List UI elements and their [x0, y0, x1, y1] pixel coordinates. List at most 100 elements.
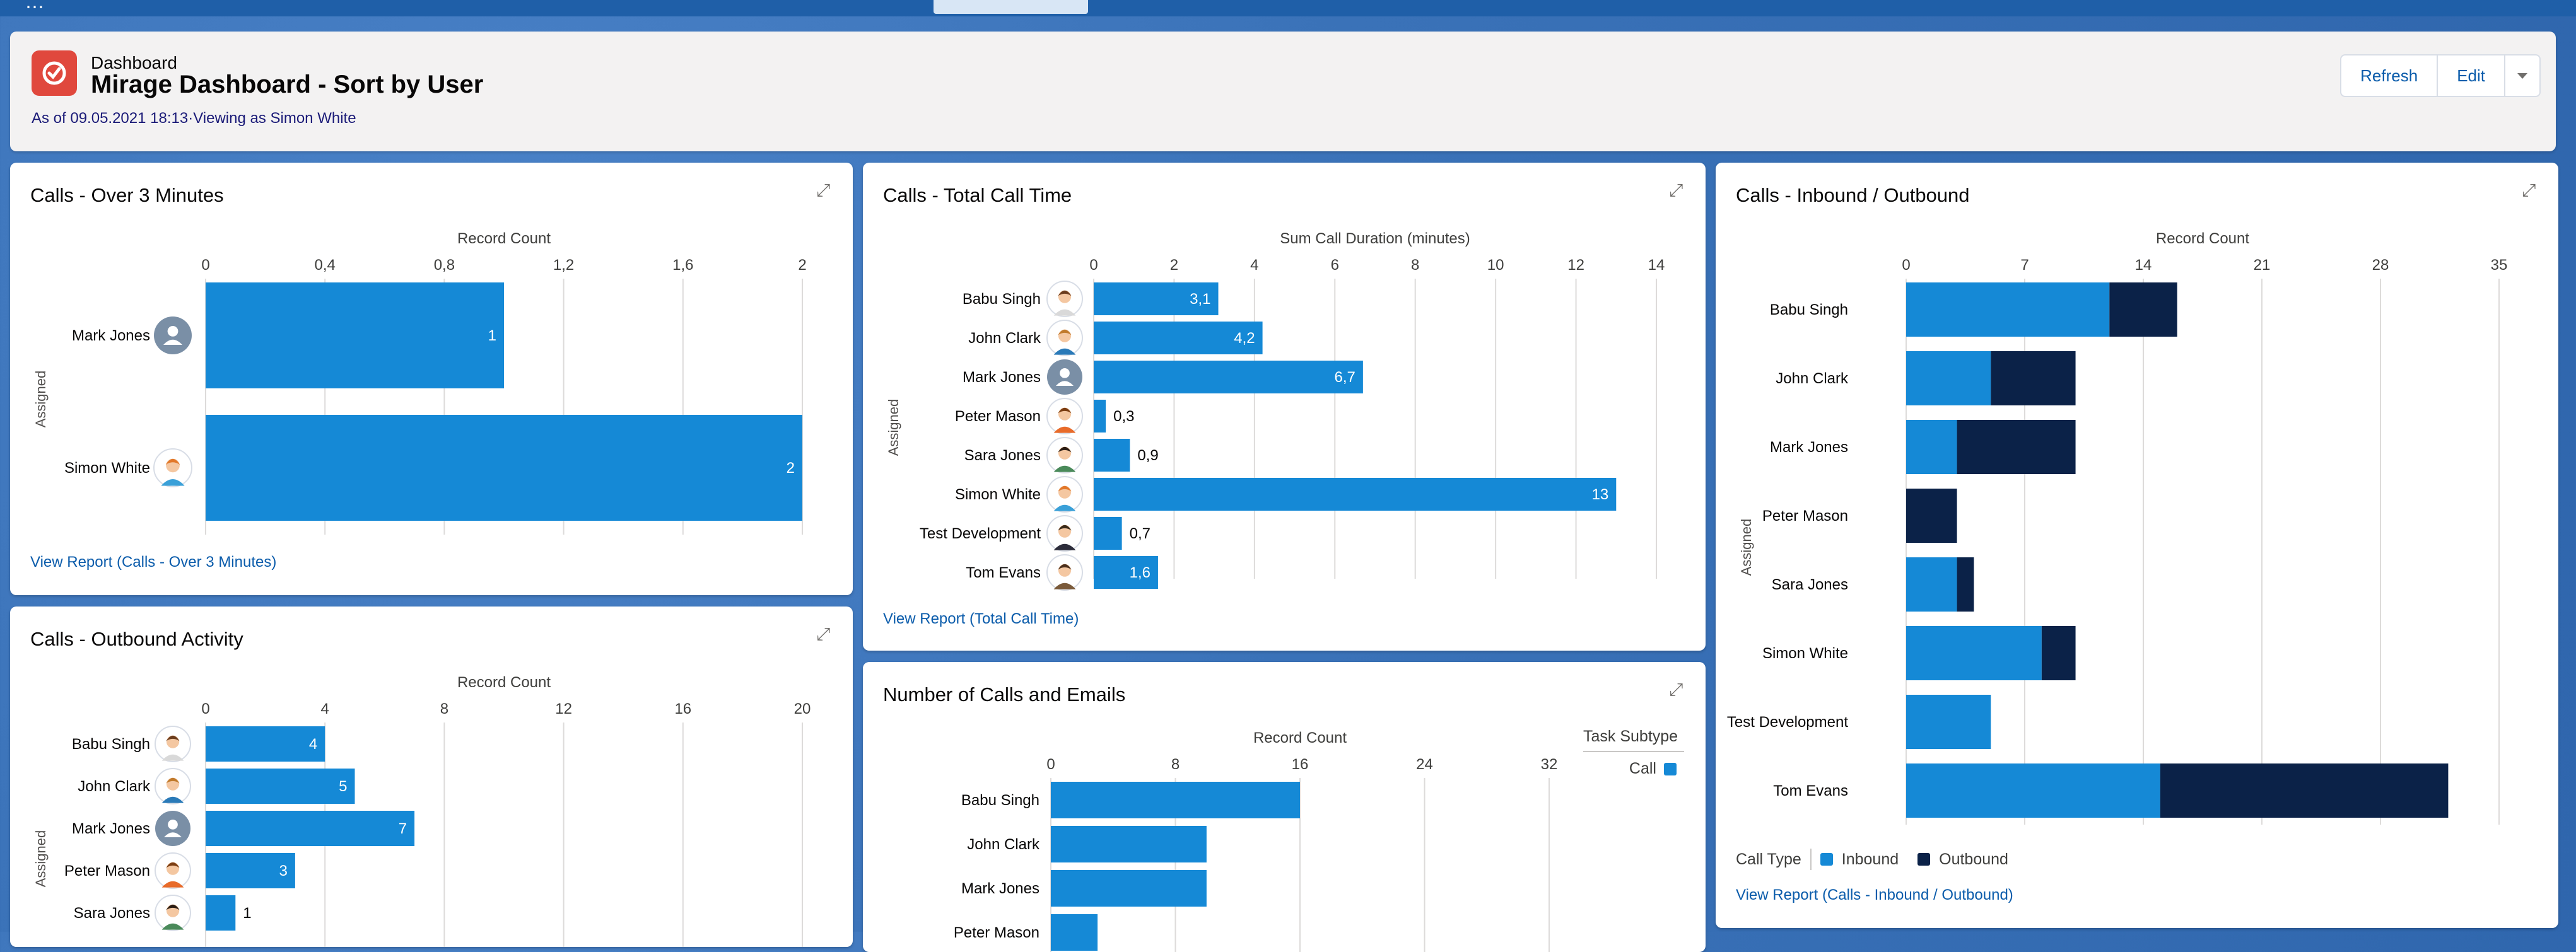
bar[interactable]: [1094, 556, 1158, 589]
bar-outbound[interactable]: [1957, 420, 2076, 474]
tick-label: 24: [1416, 756, 1433, 773]
tick-label: 8: [1411, 257, 1419, 274]
category-label: Tom Evans: [966, 564, 1041, 581]
tick-label: 20: [794, 700, 811, 717]
expand-icon[interactable]: ⤢: [1669, 680, 1683, 699]
header-subtitle: As of 09.05.2021 18:13·Viewing as Simon …: [32, 110, 356, 127]
refresh-button[interactable]: Refresh: [2341, 55, 2438, 96]
avatar-body: [1053, 309, 1076, 316]
view-report-link[interactable]: View Report (Total Call Time): [883, 610, 1079, 627]
expand-icon[interactable]: ⤢: [816, 180, 831, 200]
bar[interactable]: [206, 415, 802, 521]
tick-label: 12: [555, 700, 572, 717]
edit-button[interactable]: Edit: [2438, 55, 2505, 96]
header-actions: Refresh Edit: [2340, 54, 2541, 97]
bar[interactable]: [1094, 322, 1263, 354]
tick-label: 0: [201, 700, 209, 717]
card-title: Calls - Outbound Activity: [30, 628, 243, 650]
app-launcher-icon[interactable]: ⋯: [25, 0, 47, 18]
data-label: 0,7: [1130, 525, 1150, 542]
category-label: Mark Jones: [1770, 439, 1848, 456]
bar-outbound[interactable]: [2109, 282, 2177, 337]
bar-inbound[interactable]: [1906, 763, 2160, 818]
data-label: 6,7: [1335, 369, 1355, 386]
avatar: [155, 852, 191, 889]
avatar-hair: [1058, 485, 1072, 492]
avatar-body: [161, 479, 185, 486]
bar[interactable]: [1094, 361, 1363, 393]
bar[interactable]: [1051, 914, 1098, 951]
bar[interactable]: [1051, 870, 1207, 907]
bar-outbound[interactable]: [1991, 351, 2076, 405]
bar-outbound[interactable]: [1906, 489, 1957, 543]
expand-icon[interactable]: ⤢: [2522, 180, 2536, 200]
tick-label: 16: [1292, 756, 1309, 773]
category-label: Babu Singh: [72, 736, 150, 753]
bar[interactable]: [1094, 478, 1617, 511]
legend-title: Call Type: [1736, 850, 1801, 868]
legend-title: Task Subtype: [1583, 728, 1684, 752]
data-label: 1,6: [1130, 564, 1150, 581]
avatar-body: [161, 881, 184, 888]
bar[interactable]: [1051, 782, 1300, 818]
more-actions-button[interactable]: [2505, 55, 2539, 96]
bar-outbound[interactable]: [2160, 763, 2449, 818]
bar[interactable]: [206, 895, 236, 931]
category-label: Mark Jones: [72, 820, 150, 837]
page-title: Mirage Dashboard - Sort by User: [91, 71, 484, 98]
view-report-link[interactable]: View Report (Calls - Over 3 Minutes): [30, 554, 277, 571]
bar[interactable]: [206, 853, 295, 888]
data-label: 0,3: [1113, 408, 1134, 425]
bar[interactable]: [1094, 439, 1130, 472]
avatar: [155, 768, 191, 804]
bar-inbound[interactable]: [1906, 695, 1991, 749]
avatar-hair: [166, 777, 180, 784]
expand-icon[interactable]: ⤢: [816, 624, 831, 644]
bar-inbound[interactable]: [1906, 282, 2110, 337]
bar-outbound[interactable]: [1957, 557, 1974, 612]
tick-label: 28: [2372, 257, 2389, 274]
view-report-link[interactable]: View Report (Calls - Inbound / Outbound): [1736, 886, 2013, 903]
bar[interactable]: [1094, 400, 1106, 432]
card-total-call-time: Calls - Total Call Time ⤢ Sum Call Durat…: [863, 163, 1706, 651]
bar[interactable]: [1051, 826, 1207, 862]
avatar-body: [1053, 465, 1076, 472]
bar-outbound[interactable]: [2041, 626, 2076, 680]
avatar-head: [1060, 368, 1070, 378]
tick-label: 7: [2020, 257, 2029, 274]
axis-title-y: Assigned: [886, 399, 901, 456]
bar[interactable]: [1094, 282, 1219, 315]
bar[interactable]: [206, 726, 325, 762]
axis-title-y: Assigned: [1738, 519, 1754, 576]
bar-inbound[interactable]: [1906, 557, 1957, 612]
bar[interactable]: [206, 282, 504, 388]
axis-title-y: Assigned: [33, 830, 49, 888]
avatar-body: [1053, 504, 1076, 511]
avatar: [153, 448, 192, 487]
legend-label-outbound[interactable]: Outbound: [1939, 850, 2008, 868]
avatar-body: [161, 754, 184, 761]
bar-inbound[interactable]: [1906, 351, 1991, 405]
legend-label-inbound[interactable]: Inbound: [1841, 850, 1899, 868]
bar[interactable]: [1094, 517, 1122, 550]
tick-label: 14: [2135, 257, 2152, 274]
expand-icon[interactable]: ⤢: [1669, 180, 1683, 200]
avatar: [1046, 320, 1083, 356]
axis-title-x: Sum Call Duration (minutes): [1280, 230, 1470, 247]
category-label: John Clark: [967, 836, 1040, 853]
bar[interactable]: [206, 769, 355, 804]
active-tab-indicator[interactable]: [934, 0, 1088, 14]
avatar-body: [1053, 583, 1076, 589]
tick-label: 4: [1250, 257, 1258, 274]
generic-user-avatar: [1047, 359, 1082, 395]
avatar-body: [161, 923, 184, 930]
bar-inbound[interactable]: [1906, 420, 1957, 474]
header-kicker: Dashboard: [91, 53, 177, 73]
bar-inbound[interactable]: [1906, 626, 2042, 680]
legend-label-call[interactable]: Call: [1629, 760, 1656, 777]
data-label: 7: [399, 820, 407, 837]
avatar-body: [164, 832, 182, 837]
bar[interactable]: [206, 811, 415, 846]
dashboard-header: Dashboard Mirage Dashboard - Sort by Use…: [10, 32, 2556, 151]
generic-user-avatar: [154, 316, 192, 354]
